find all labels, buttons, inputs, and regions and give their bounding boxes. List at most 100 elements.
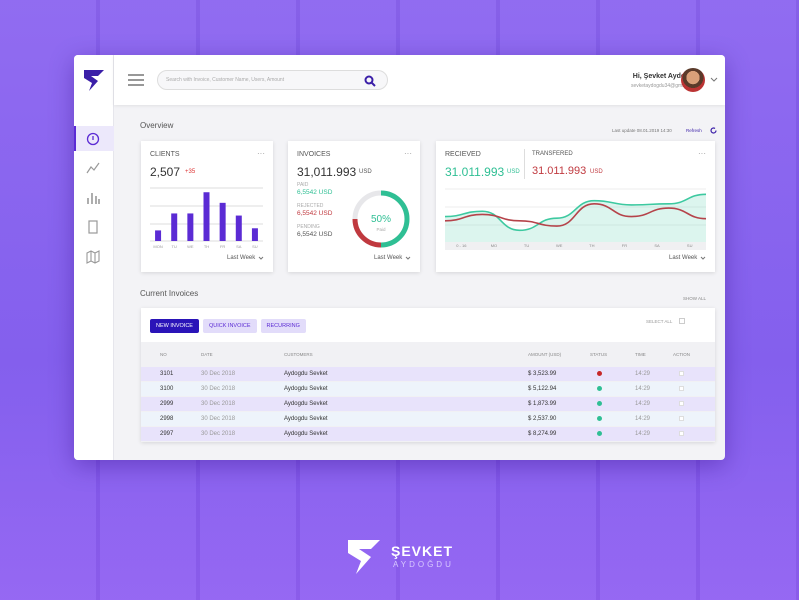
invoices-currency: USD [359, 169, 372, 175]
bar [251, 228, 258, 241]
show-all[interactable]: SHOW ALL [683, 296, 707, 301]
transfer-value: 31.011.993 [532, 165, 587, 177]
divider [524, 149, 525, 179]
logo [84, 70, 104, 91]
row-checkbox[interactable] [679, 431, 684, 436]
column-header: AMOUNT (USD) [528, 352, 562, 357]
row-checkbox[interactable] [679, 371, 684, 376]
sidebar [74, 55, 114, 460]
status-dot [597, 401, 602, 406]
row-checkbox[interactable] [679, 386, 684, 391]
x-tick-label: SA [654, 243, 660, 248]
nav-chart-icon[interactable] [86, 161, 100, 175]
nav-overview-icon[interactable] [86, 132, 100, 146]
table-cell: 2999 [160, 401, 174, 407]
table-cell: 14:29 [635, 431, 651, 437]
received-title: RECIEVED [445, 151, 481, 158]
period-dropdown[interactable] [258, 256, 264, 261]
table-cell: 30 Dec 2018 [201, 431, 236, 437]
invoice-buttons: NEW INVOICE QUICK INVOICE RECURRING [150, 319, 306, 333]
breakdown-value: 6,5542 USD [297, 231, 333, 238]
user-dropdown[interactable] [710, 77, 718, 83]
table-row: 3101 30 Dec 2018 Aydogdu Sevket $ 3,523.99 1… [141, 367, 715, 381]
table-row: 2999 30 Dec 2018 Aydogdu Sevket $ 1,873.99 1… [141, 397, 715, 411]
line [444, 203, 707, 227]
table-cell: Aydogdu Sevket [284, 416, 328, 422]
clients-change: +35 [185, 169, 196, 175]
select-all-checkbox[interactable] [679, 318, 685, 324]
last-update: Last update 08.01.2019 14:30 [612, 128, 672, 133]
bar [155, 230, 162, 241]
bar [203, 192, 210, 241]
bar [219, 202, 226, 241]
status-dot [597, 416, 602, 421]
transfer-title: TRANSFERED [532, 151, 573, 157]
invoices-period[interactable]: Last Week [374, 255, 403, 261]
app-window: Search with Invoice, Customer Name, User… [74, 55, 725, 460]
nav-map-icon[interactable] [86, 250, 100, 264]
tab-button[interactable]: QUICK INVOICE [202, 319, 257, 333]
x-tick-label: SU [252, 244, 258, 249]
bar [171, 213, 178, 241]
search-icon[interactable] [364, 75, 376, 87]
table-cell: 2997 [160, 431, 174, 437]
column-header: TIME [635, 352, 646, 357]
card-menu[interactable]: ··· [257, 149, 265, 158]
x-tick-label: MON [153, 244, 162, 249]
refresh-button[interactable]: Refresh [686, 128, 702, 133]
received-value: 31.011.993 [445, 165, 505, 179]
invoices-value: 31,011.993 [297, 165, 357, 179]
table-cell: 30 Dec 2018 [201, 386, 236, 392]
clients-chart: MON TU WE TH FR SA SU [150, 187, 263, 249]
chart-axis-band [445, 242, 706, 250]
invoice-panel: NEW INVOICE QUICK INVOICE RECURRING SELECT… [141, 308, 715, 442]
avatar[interactable] [681, 68, 705, 92]
card-menu[interactable]: ··· [698, 149, 706, 158]
breakdown-value: 6,5542 USD [297, 210, 333, 217]
clients-period[interactable]: Last Week [227, 255, 256, 261]
table-cell: 14:29 [635, 416, 651, 422]
nav-doc-icon[interactable] [86, 220, 100, 234]
refresh-icon[interactable] [710, 127, 717, 134]
table-cell: 14:29 [635, 386, 651, 392]
card-menu[interactable]: ··· [404, 149, 412, 158]
select-all[interactable]: SELECT ALL [646, 319, 673, 324]
tab-button[interactable]: NEW INVOICE [150, 319, 199, 333]
header: Search with Invoice, Customer Name, User… [114, 55, 725, 105]
donut-paid [380, 190, 410, 248]
period-dropdown[interactable] [405, 256, 411, 261]
x-tick-label: 0 - 16 [456, 243, 467, 248]
bar [187, 213, 194, 241]
table-row: 2998 30 Dec 2018 Aydogdu Sevket $ 2,537.90 1… [141, 412, 715, 426]
breakdown-value: 6,5542 USD [297, 189, 333, 196]
x-tick-label: TU [524, 243, 529, 248]
brand-subtitle: AYDOĞDU [393, 560, 454, 569]
brand-name: ŞEVKET [391, 543, 454, 559]
row-checkbox[interactable] [679, 416, 684, 421]
x-tick-label: WE [187, 244, 194, 249]
table-cell: Aydogdu Sevket [284, 386, 328, 392]
menu-button[interactable] [128, 74, 144, 86]
nav-bars-icon[interactable] [86, 191, 100, 205]
status-dot [597, 386, 602, 391]
search-box[interactable]: Search with Invoice, Customer Name, User… [157, 70, 388, 90]
user-greeting: Hi, Şevket Aydoğdu [632, 73, 698, 80]
period-dropdown[interactable] [700, 256, 706, 261]
row-checkbox[interactable] [679, 401, 684, 406]
current-title: Current Invoices [140, 289, 199, 298]
bar [235, 215, 242, 241]
status-dot [597, 431, 602, 436]
nav-active[interactable] [74, 126, 114, 151]
received-period[interactable]: Last Week [669, 255, 698, 261]
x-tick-label: SU [687, 243, 693, 248]
line [444, 193, 707, 232]
received-chart: 0 - 16 MO TU WE TH FR SA SU [444, 188, 707, 250]
x-tick-label: FR [622, 243, 627, 248]
transfer-currency: USD [590, 169, 603, 175]
tab-button[interactable]: RECURRING [260, 319, 306, 333]
paid-donut [352, 190, 410, 248]
invoices-card: INVOICES ··· 31,011.993 USD PAID 6,5542 U… [288, 141, 420, 272]
table-cell: Aydogdu Sevket [284, 431, 328, 437]
breakdown-label: PENDING [297, 224, 320, 230]
